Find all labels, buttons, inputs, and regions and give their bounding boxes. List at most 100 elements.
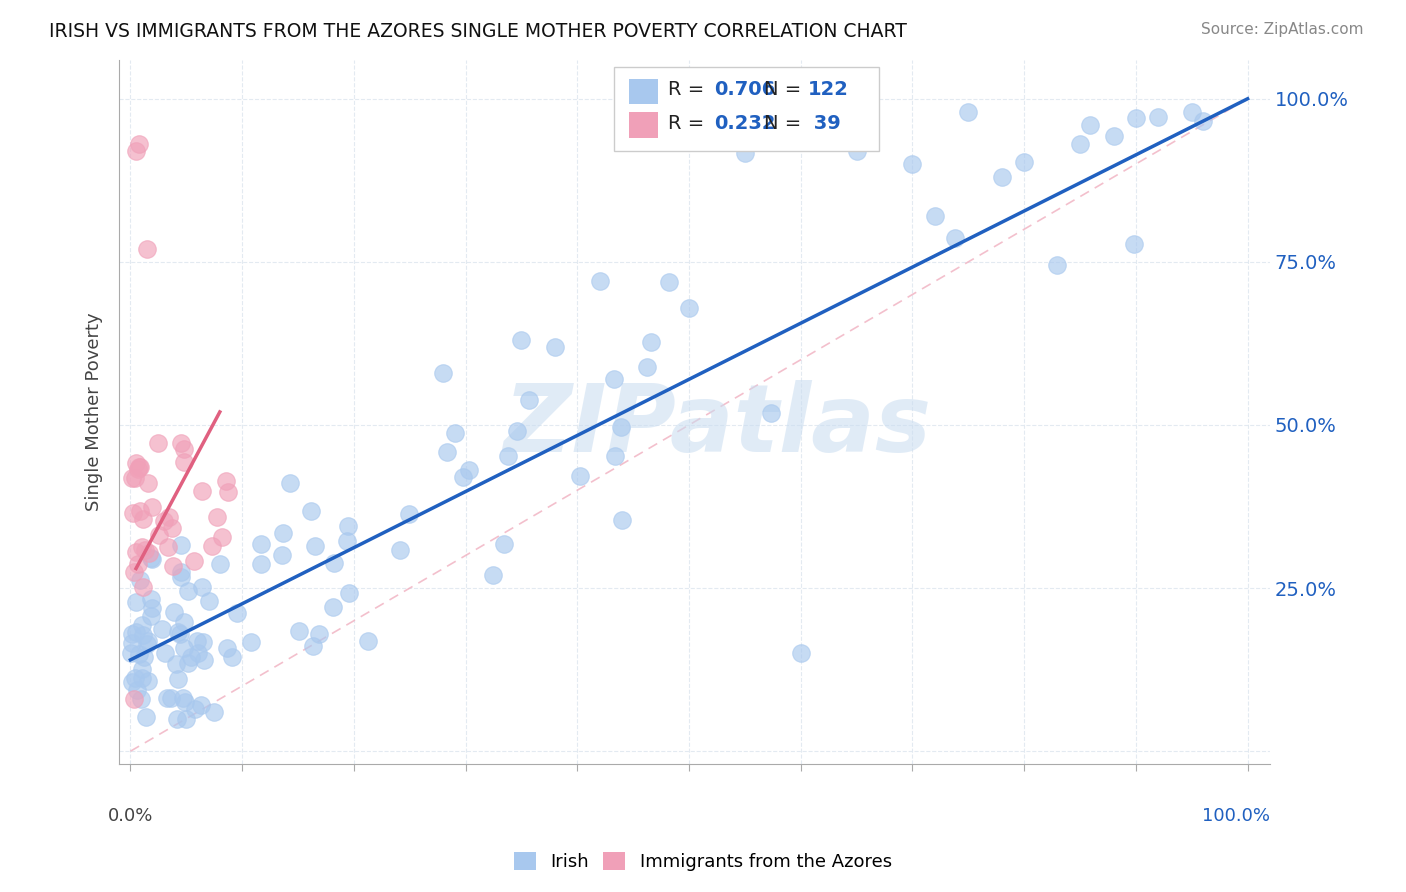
Point [398, 507, 420, 521]
Point [127, 557, 149, 571]
Point [250, 557, 273, 571]
Point [388, 542, 411, 557]
Point [510, 333, 533, 347]
Point [443, 426, 465, 441]
Point [173, 442, 195, 456]
Text: 100.0%: 100.0% [1202, 806, 1270, 824]
Point [125, 683, 148, 698]
Point [124, 671, 146, 685]
Point [602, 372, 624, 386]
Text: 0.232: 0.232 [714, 114, 776, 133]
Point [131, 540, 153, 554]
Point [1069, 136, 1091, 151]
Point [1192, 114, 1215, 128]
Point [202, 705, 225, 719]
Point [173, 695, 195, 709]
Point [174, 712, 197, 726]
Point [170, 538, 193, 552]
Point [153, 514, 176, 528]
Point [517, 393, 540, 408]
Point [610, 420, 633, 434]
Point [845, 144, 868, 158]
Point [458, 463, 481, 477]
Point [299, 504, 322, 518]
Point [128, 459, 150, 474]
Point [322, 556, 344, 570]
Point [132, 581, 155, 595]
Point [901, 157, 924, 171]
Point [451, 470, 474, 484]
Point [1046, 258, 1069, 272]
Point [221, 650, 243, 665]
Point [121, 471, 143, 485]
Point [226, 606, 249, 620]
Point [308, 627, 330, 641]
Point [121, 626, 143, 640]
FancyBboxPatch shape [628, 112, 658, 138]
Point [129, 692, 152, 706]
Point [121, 636, 143, 650]
Point [138, 634, 160, 648]
Point [768, 117, 790, 131]
Point [160, 690, 183, 705]
Point [215, 474, 238, 488]
Point [356, 633, 378, 648]
Text: R =: R = [668, 80, 710, 99]
Text: Source: ZipAtlas.com: Source: ZipAtlas.com [1201, 22, 1364, 37]
Point [141, 609, 163, 624]
Point [124, 471, 146, 485]
Text: IRISH VS IMMIGRANTS FROM THE AZORES SINGLE MOTHER POVERTY CORRELATION CHART: IRISH VS IMMIGRANTS FROM THE AZORES SING… [49, 22, 907, 41]
Point [169, 627, 191, 641]
Text: 39: 39 [807, 114, 841, 133]
Point [1147, 111, 1170, 125]
Point [191, 635, 214, 649]
Point [208, 557, 231, 571]
Point [173, 615, 195, 629]
Text: ZIPatlas: ZIPatlas [503, 380, 932, 472]
Point [640, 334, 662, 349]
FancyBboxPatch shape [628, 78, 658, 104]
Point [136, 673, 159, 688]
Point [335, 534, 357, 549]
Point [170, 570, 193, 584]
Point [569, 469, 592, 483]
Point [186, 633, 208, 648]
Point [322, 600, 344, 615]
Point [201, 539, 224, 553]
Point [125, 144, 148, 158]
Point [1078, 118, 1101, 132]
Point [240, 634, 263, 648]
Point [217, 485, 239, 500]
Point [496, 449, 519, 463]
Point [658, 275, 681, 289]
Point [761, 406, 783, 420]
Y-axis label: Single Mother Poverty: Single Mother Poverty [86, 312, 103, 511]
Point [128, 648, 150, 662]
Point [135, 636, 157, 650]
Point [205, 510, 228, 524]
Point [165, 657, 187, 671]
Point [190, 698, 212, 712]
Point [957, 104, 980, 119]
Point [125, 545, 148, 559]
Point [162, 559, 184, 574]
Point [125, 595, 148, 609]
Point [146, 436, 169, 450]
Point [131, 617, 153, 632]
Point [132, 650, 155, 665]
Point [336, 518, 359, 533]
Point [166, 712, 188, 726]
Point [790, 646, 813, 660]
Point [141, 552, 163, 566]
Point [183, 554, 205, 568]
Point [193, 653, 215, 667]
Point [482, 567, 505, 582]
Point [129, 574, 152, 588]
Point [184, 701, 207, 715]
Point [172, 691, 194, 706]
Point [128, 137, 150, 152]
Point [138, 546, 160, 560]
Point [135, 709, 157, 723]
Point [943, 231, 966, 245]
Point [304, 539, 326, 553]
